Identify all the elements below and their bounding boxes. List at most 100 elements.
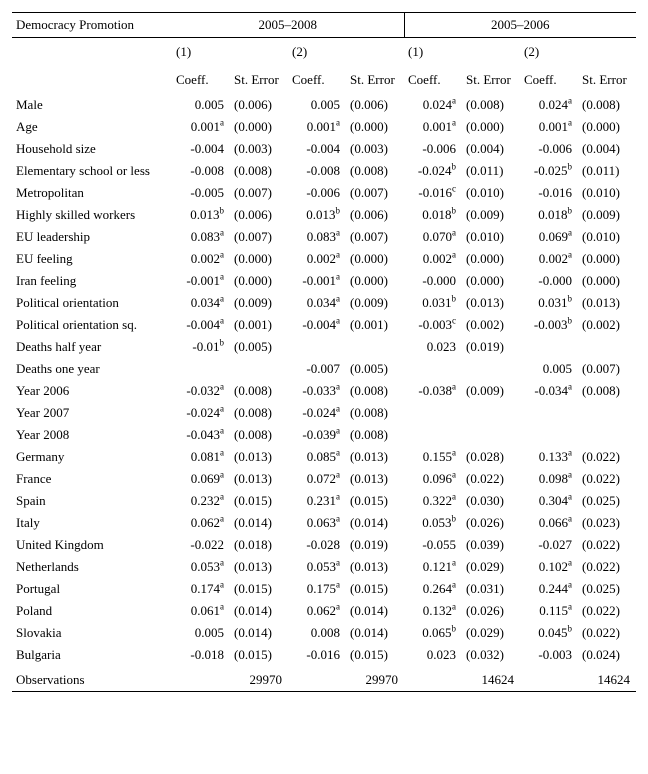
row-label: Germany — [12, 446, 172, 468]
stderr-cell: (0.032) — [462, 644, 520, 666]
stderr-cell: (0.028) — [462, 446, 520, 468]
sig-marker: a — [568, 118, 572, 128]
coeff-cell: 0.001a — [520, 116, 578, 138]
dependent-var-label: Democracy Promotion — [12, 13, 172, 38]
stderr-cell: (0.005) — [346, 358, 404, 380]
se-head: St. Error — [346, 66, 404, 94]
sig-marker: a — [220, 272, 224, 282]
row-label: Metropolitan — [12, 182, 172, 204]
row-label: Year 2006 — [12, 380, 172, 402]
sig-marker: a — [336, 272, 340, 282]
stderr-cell: (0.011) — [578, 160, 636, 182]
coeff-cell: 0.008 — [288, 622, 346, 644]
period-b-label: 2005–2006 — [404, 13, 636, 38]
coeff-cell: -0.025b — [520, 160, 578, 182]
stderr-cell: (0.014) — [230, 512, 288, 534]
obs-b2: 14624 — [520, 666, 636, 691]
coeff-cell: 0.053a — [172, 556, 230, 578]
sig-marker: a — [568, 470, 572, 480]
table-row: Highly skilled workers0.013b(0.006)0.013… — [12, 204, 636, 226]
stderr-cell: (0.015) — [230, 578, 288, 600]
table-row: Slovakia0.005(0.014)0.008(0.014)0.065b(0… — [12, 622, 636, 644]
coeff-cell: -0.001a — [172, 270, 230, 292]
coeff-cell — [288, 336, 346, 358]
stderr-cell: (0.014) — [230, 622, 288, 644]
coeff-cell: -0.000 — [404, 270, 462, 292]
stderr-cell: (0.013) — [230, 556, 288, 578]
sig-marker: b — [452, 294, 457, 304]
stderr-cell: (0.030) — [462, 490, 520, 512]
sig-marker: a — [452, 96, 456, 106]
coeff-head: Coeff. — [172, 66, 230, 94]
coeff-cell: 0.175a — [288, 578, 346, 600]
coeff-cell: -0.003c — [404, 314, 462, 336]
coeff-cell: 0.083a — [288, 226, 346, 248]
stderr-cell: (0.007) — [230, 182, 288, 204]
model-1b-label: (1) — [404, 38, 520, 67]
sig-marker: b — [568, 316, 573, 326]
stderr-cell: (0.029) — [462, 556, 520, 578]
stderr-cell: (0.014) — [346, 512, 404, 534]
sig-marker: a — [452, 580, 456, 590]
stderr-cell: (0.014) — [230, 600, 288, 622]
table-row: Bulgaria-0.018(0.015)-0.016(0.015)0.023(… — [12, 644, 636, 666]
stderr-cell: (0.008) — [578, 380, 636, 402]
stderr-cell: (0.004) — [578, 138, 636, 160]
stderr-cell: (0.014) — [346, 600, 404, 622]
sig-marker: a — [452, 448, 456, 458]
coeff-cell: 0.002a — [404, 248, 462, 270]
sig-marker: b — [568, 294, 573, 304]
stderr-cell: (0.010) — [578, 182, 636, 204]
coeff-cell: -0.000 — [520, 270, 578, 292]
sig-marker: a — [336, 602, 340, 612]
stderr-cell: (0.003) — [346, 138, 404, 160]
stderr-cell: (0.022) — [578, 446, 636, 468]
coeff-cell: 0.115a — [520, 600, 578, 622]
stderr-cell: (0.010) — [462, 226, 520, 248]
coeff-cell — [520, 424, 578, 446]
sig-marker: a — [568, 558, 572, 568]
stderr-cell: (0.013) — [230, 468, 288, 490]
stderr-cell: (0.008) — [346, 380, 404, 402]
stderr-cell: (0.000) — [230, 248, 288, 270]
stderr-cell: (0.006) — [346, 204, 404, 226]
coeff-cell: -0.022 — [172, 534, 230, 556]
coeff-cell: 0.264a — [404, 578, 462, 600]
stderr-cell: (0.000) — [346, 248, 404, 270]
stderr-cell: (0.000) — [578, 116, 636, 138]
sig-marker: a — [336, 404, 340, 414]
stderr-cell: (0.019) — [462, 336, 520, 358]
stderr-cell — [462, 424, 520, 446]
sig-marker: a — [568, 602, 572, 612]
coeff-cell: 0.061a — [172, 600, 230, 622]
row-label: Portugal — [12, 578, 172, 600]
stderr-cell: (0.010) — [578, 226, 636, 248]
sig-marker: a — [220, 602, 224, 612]
coeff-cell: 0.098a — [520, 468, 578, 490]
table-row: Italy0.062a(0.014)0.063a(0.014)0.053b(0.… — [12, 512, 636, 534]
sig-marker: a — [568, 228, 572, 238]
table-row: EU feeling0.002a(0.000)0.002a(0.000)0.00… — [12, 248, 636, 270]
row-label: France — [12, 468, 172, 490]
coeff-cell: 0.002a — [172, 248, 230, 270]
stderr-cell: (0.026) — [462, 600, 520, 622]
coeff-cell: 0.005 — [172, 94, 230, 116]
coeff-cell: 0.062a — [172, 512, 230, 534]
coeff-cell: -0.016 — [520, 182, 578, 204]
coeff-cell: 0.001a — [404, 116, 462, 138]
coeff-cell: 0.304a — [520, 490, 578, 512]
stderr-cell: (0.024) — [578, 644, 636, 666]
row-label: Spain — [12, 490, 172, 512]
sig-marker: a — [336, 514, 340, 524]
stderr-cell: (0.022) — [578, 622, 636, 644]
coeff-cell: 0.065b — [404, 622, 462, 644]
sig-marker: a — [220, 316, 224, 326]
sig-marker: b — [336, 206, 341, 216]
sig-marker: c — [452, 184, 456, 194]
coeff-cell: 0.023 — [404, 336, 462, 358]
stderr-cell — [578, 402, 636, 424]
coeff-cell: -0.032a — [172, 380, 230, 402]
sig-marker: a — [220, 470, 224, 480]
stderr-cell: (0.000) — [462, 270, 520, 292]
coeff-cell: 0.081a — [172, 446, 230, 468]
